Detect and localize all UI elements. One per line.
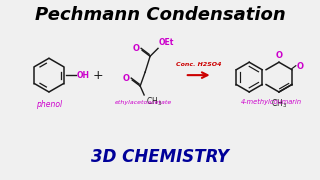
Text: +: + — [92, 69, 103, 82]
Text: phenol: phenol — [36, 100, 62, 109]
Text: Pechmann Condensation: Pechmann Condensation — [35, 6, 285, 24]
Text: OEt: OEt — [159, 38, 174, 47]
Text: 3D CHEMISTRY: 3D CHEMISTRY — [91, 148, 229, 166]
Text: O: O — [123, 74, 130, 83]
Text: OH: OH — [77, 71, 90, 80]
Text: Conc. H2SO4: Conc. H2SO4 — [176, 62, 221, 67]
Text: O: O — [276, 51, 283, 60]
Text: O: O — [297, 62, 304, 71]
Text: O: O — [133, 44, 140, 53]
Text: CH$_3$: CH$_3$ — [146, 96, 162, 108]
Text: ethylacetoacetate: ethylacetoacetate — [115, 100, 172, 105]
Text: 4-methylcoumarin: 4-methylcoumarin — [241, 99, 302, 105]
Text: CH$_3$: CH$_3$ — [271, 98, 287, 111]
